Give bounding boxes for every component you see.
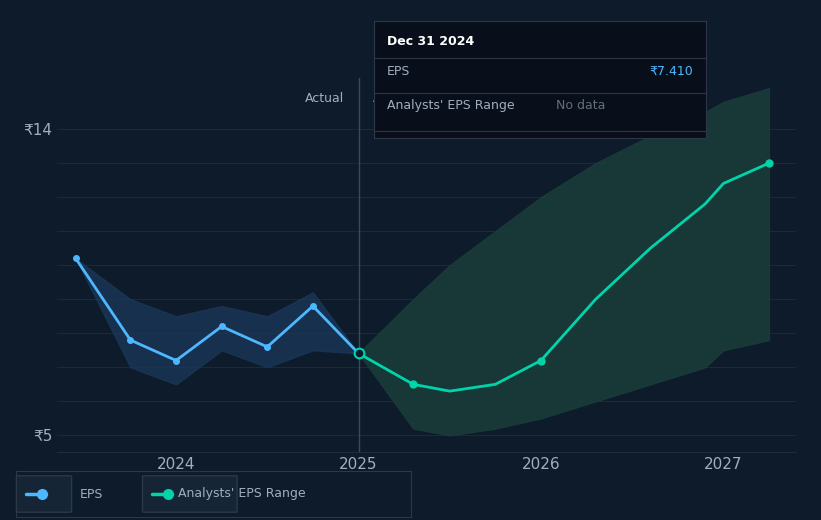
Text: EPS: EPS [387, 65, 410, 78]
Text: Analysts' Forecasts: Analysts' Forecasts [373, 92, 493, 105]
Text: ₹7.410: ₹7.410 [649, 65, 693, 78]
Text: No data: No data [557, 99, 606, 112]
FancyBboxPatch shape [143, 476, 237, 512]
Text: Analysts' EPS Range: Analysts' EPS Range [387, 99, 515, 112]
Text: Dec 31 2024: Dec 31 2024 [387, 35, 474, 48]
FancyBboxPatch shape [16, 476, 71, 512]
Text: Actual: Actual [305, 92, 344, 105]
Text: EPS: EPS [80, 488, 103, 500]
Text: Analysts' EPS Range: Analysts' EPS Range [178, 488, 305, 500]
